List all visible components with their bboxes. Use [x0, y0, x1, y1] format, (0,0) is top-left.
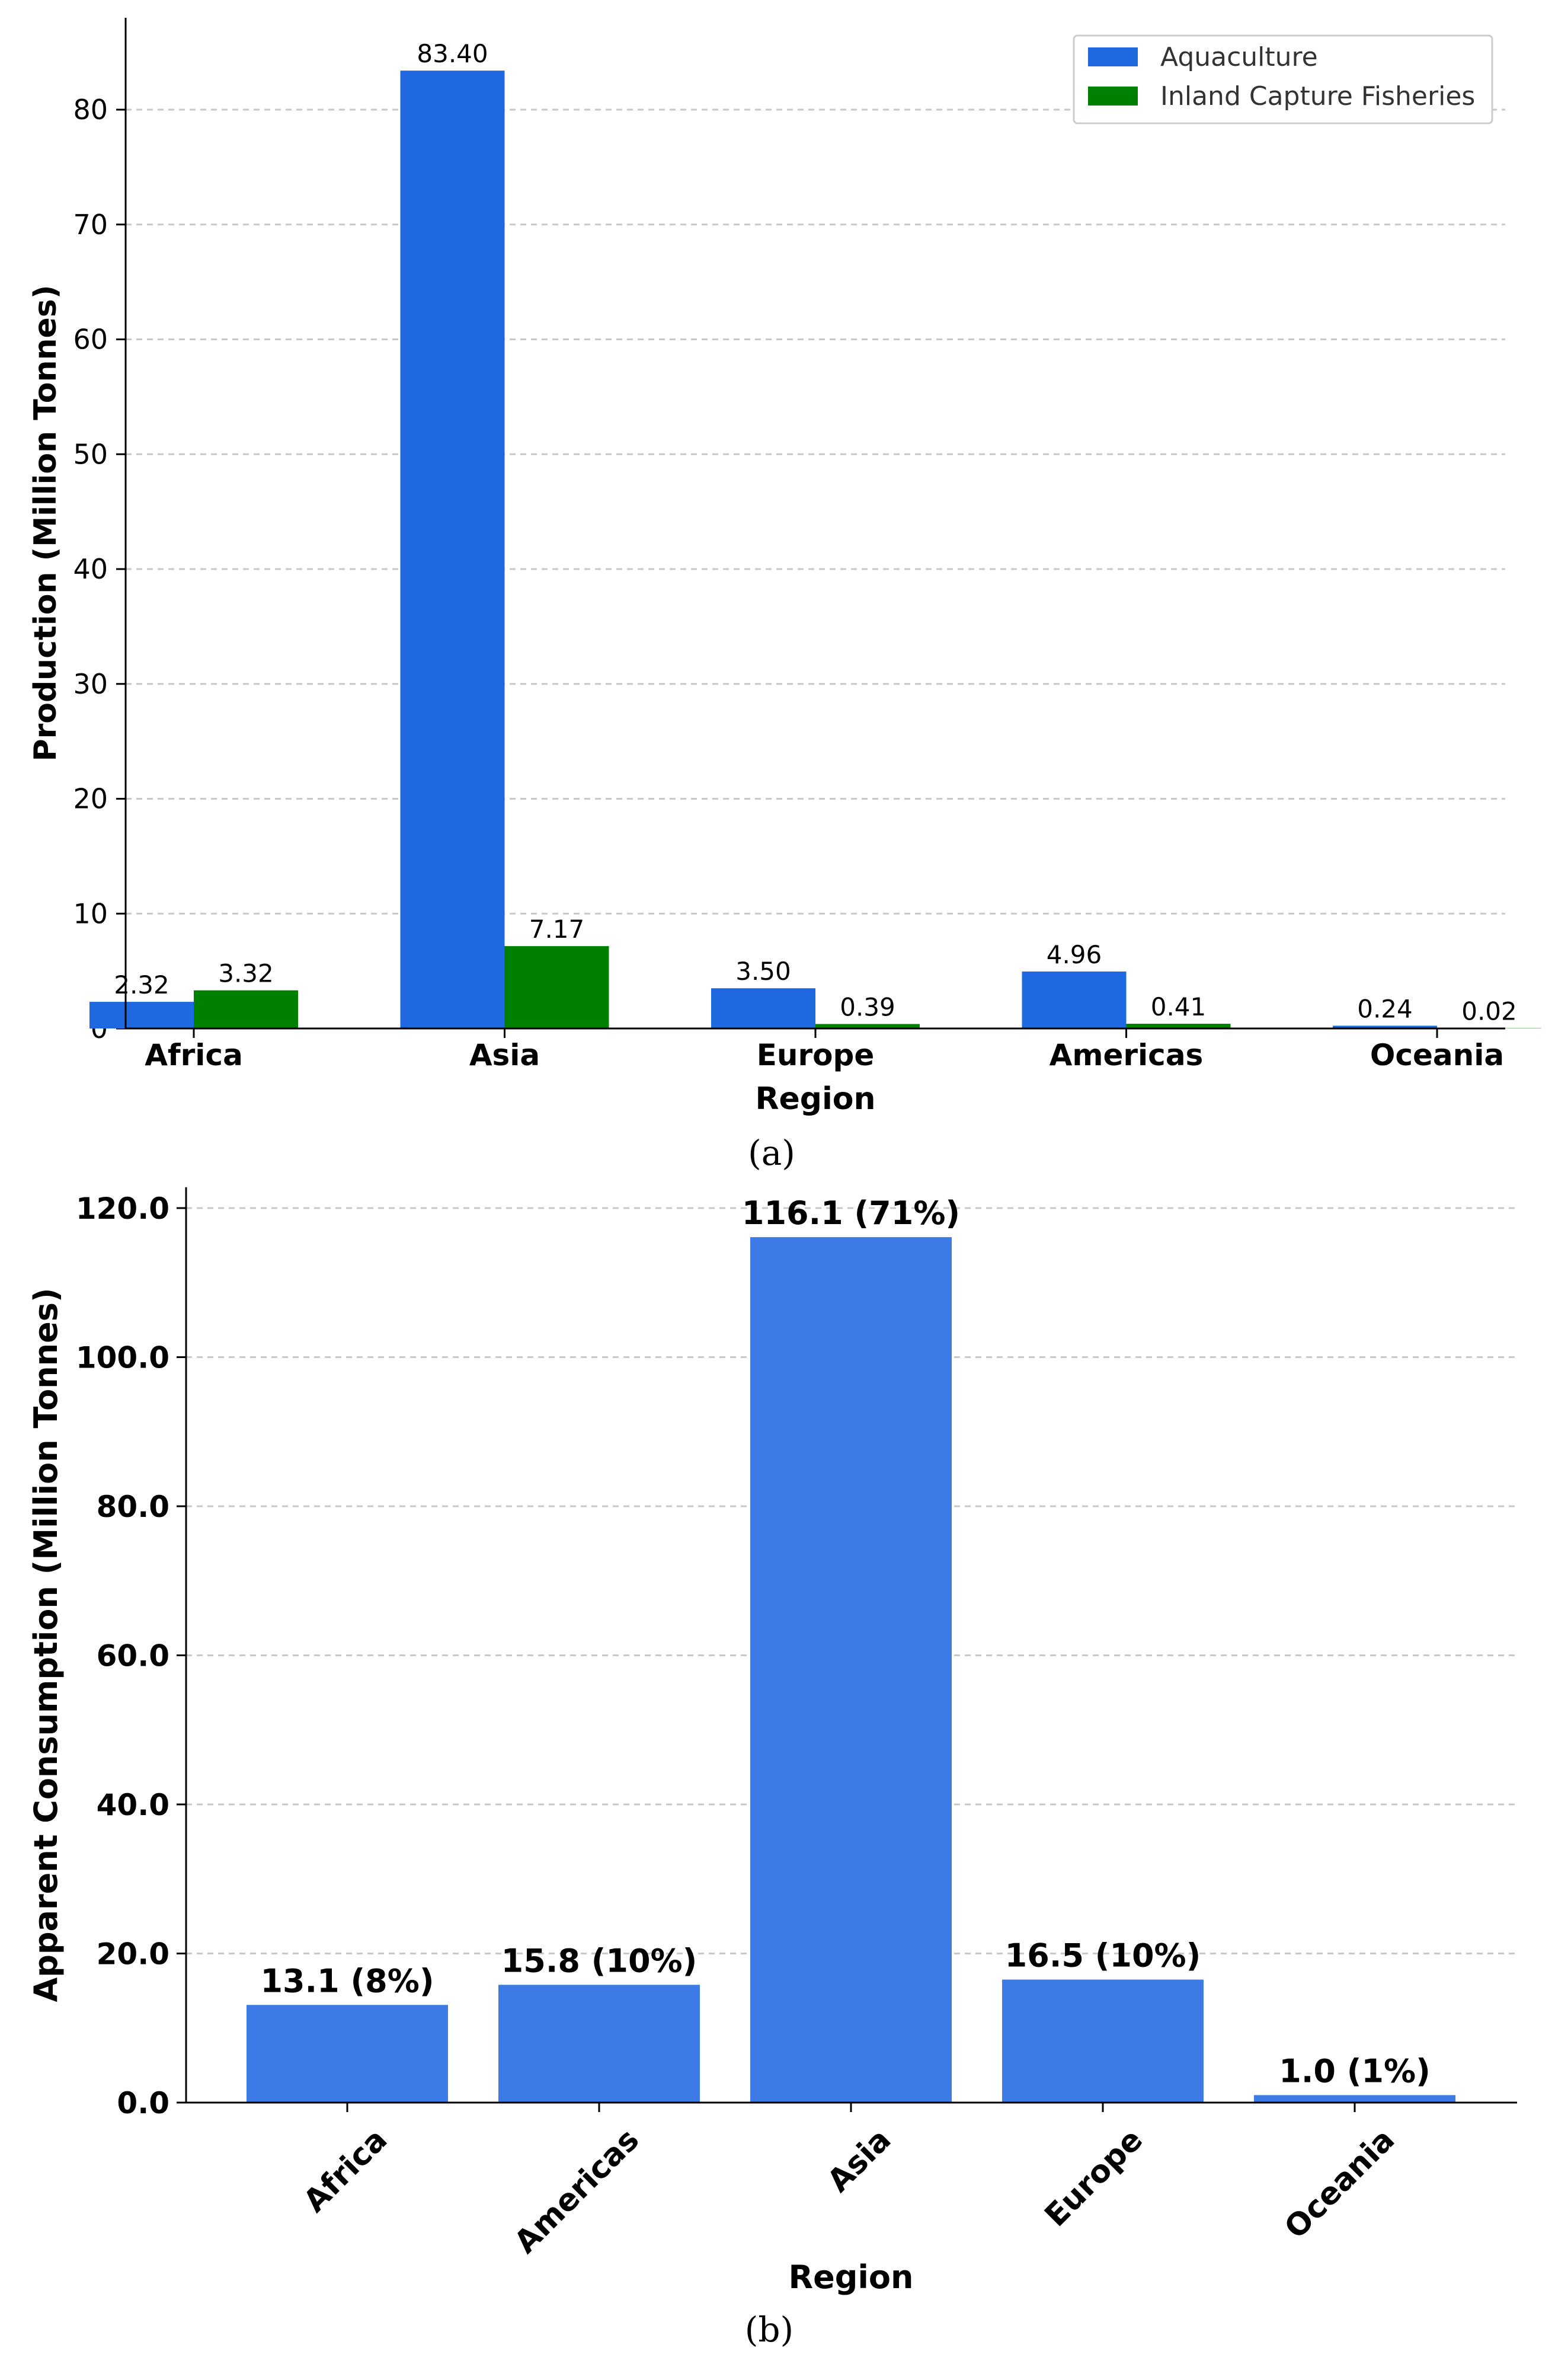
x-tick-label: Oceania: [1370, 1038, 1504, 1072]
bar-aquaculture-oceania: [1333, 1026, 1437, 1028]
data-label: 7.17: [529, 915, 585, 944]
y-tick-label: 0.0: [117, 2086, 169, 2120]
x-tick-label: Asia: [469, 1038, 540, 1072]
bar-aquaculture-africa: [89, 1002, 194, 1028]
legend: Aquaculture Inland Capture Fisheries: [1073, 34, 1493, 124]
y-tick-label: 120.0: [76, 1191, 169, 1226]
legend-swatch-inland-capture-fisheries: [1088, 87, 1138, 106]
bar-americas: [498, 1985, 700, 2103]
legend-label-aquaculture: Aquaculture: [1160, 42, 1318, 72]
y-axis-label: Apparent Consumption (Million Tonnes): [27, 1288, 65, 2002]
x-axis-label: Region: [789, 2258, 914, 2296]
y-tick-label: 60.0: [97, 1639, 169, 1673]
data-label: 116.1 (71%): [742, 1194, 960, 1232]
y-tick-label: 60: [73, 324, 108, 356]
x-axis-label: Region: [755, 1081, 875, 1117]
data-label: 3.50: [735, 957, 791, 986]
legend-swatch-aquaculture: [1088, 47, 1138, 66]
data-label: 1.0 (1%): [1279, 2052, 1431, 2090]
data-label: 16.5 (10%): [1005, 1937, 1201, 1975]
legend-label-inland-capture-fisheries: Inland Capture Fisheries: [1160, 81, 1475, 111]
bar-aquaculture-asia: [400, 71, 505, 1028]
data-label: 15.8 (10%): [501, 1942, 697, 1979]
y-tick-label: 10: [73, 897, 108, 929]
data-label: 0.41: [1151, 992, 1207, 1021]
y-tick-label: 80: [73, 94, 108, 126]
bar-asia: [750, 1237, 952, 2103]
x-tick-label: Europe: [757, 1038, 874, 1072]
bar-inland-capture-fisheries-americas: [1126, 1024, 1231, 1028]
y-tick-label: 50: [73, 438, 108, 470]
y-tick-label: 30: [73, 668, 108, 700]
bar-oceania: [1254, 2095, 1455, 2103]
x-tick-label: Americas: [1050, 1038, 1204, 1072]
legend-frame: [1073, 34, 1493, 124]
y-tick-label: 100.0: [76, 1341, 169, 1375]
x-tick-label: Africa: [145, 1038, 243, 1072]
bar-inland-capture-fisheries-asia: [504, 946, 609, 1028]
data-label: 2.32: [114, 970, 169, 999]
data-label: 83.40: [417, 39, 488, 68]
data-label: 0.39: [840, 992, 895, 1021]
data-label: 0.02: [1461, 997, 1517, 1026]
data-label: 13.1 (8%): [260, 1962, 434, 1999]
production-chart: 010203040506070802.323.32Africa83.407.17…: [28, 18, 1541, 1173]
panel-caption-a: (a): [748, 1133, 795, 1173]
bar-inland-capture-fisheries-europe: [815, 1024, 920, 1028]
y-tick-label: 20.0: [97, 1937, 169, 1972]
y-tick-label: 40.0: [97, 1788, 169, 1822]
y-tick-label: 20: [73, 783, 108, 815]
bar-africa: [247, 2005, 448, 2103]
bar-europe: [1002, 1979, 1204, 2103]
y-tick-label: 80.0: [97, 1490, 169, 1524]
y-tick-label: 70: [73, 209, 108, 241]
bar-inland-capture-fisheries-africa: [194, 990, 298, 1028]
data-label: 4.96: [1047, 940, 1102, 969]
data-label: 3.32: [218, 959, 274, 988]
y-axis-label: Production (Million Tonnes): [28, 285, 63, 761]
y-tick-label: 40: [73, 553, 108, 585]
data-label: 0.24: [1357, 994, 1413, 1023]
bar-aquaculture-europe: [711, 988, 815, 1028]
panel-caption-b: (b): [745, 2309, 794, 2350]
bar-aquaculture-americas: [1022, 971, 1127, 1028]
